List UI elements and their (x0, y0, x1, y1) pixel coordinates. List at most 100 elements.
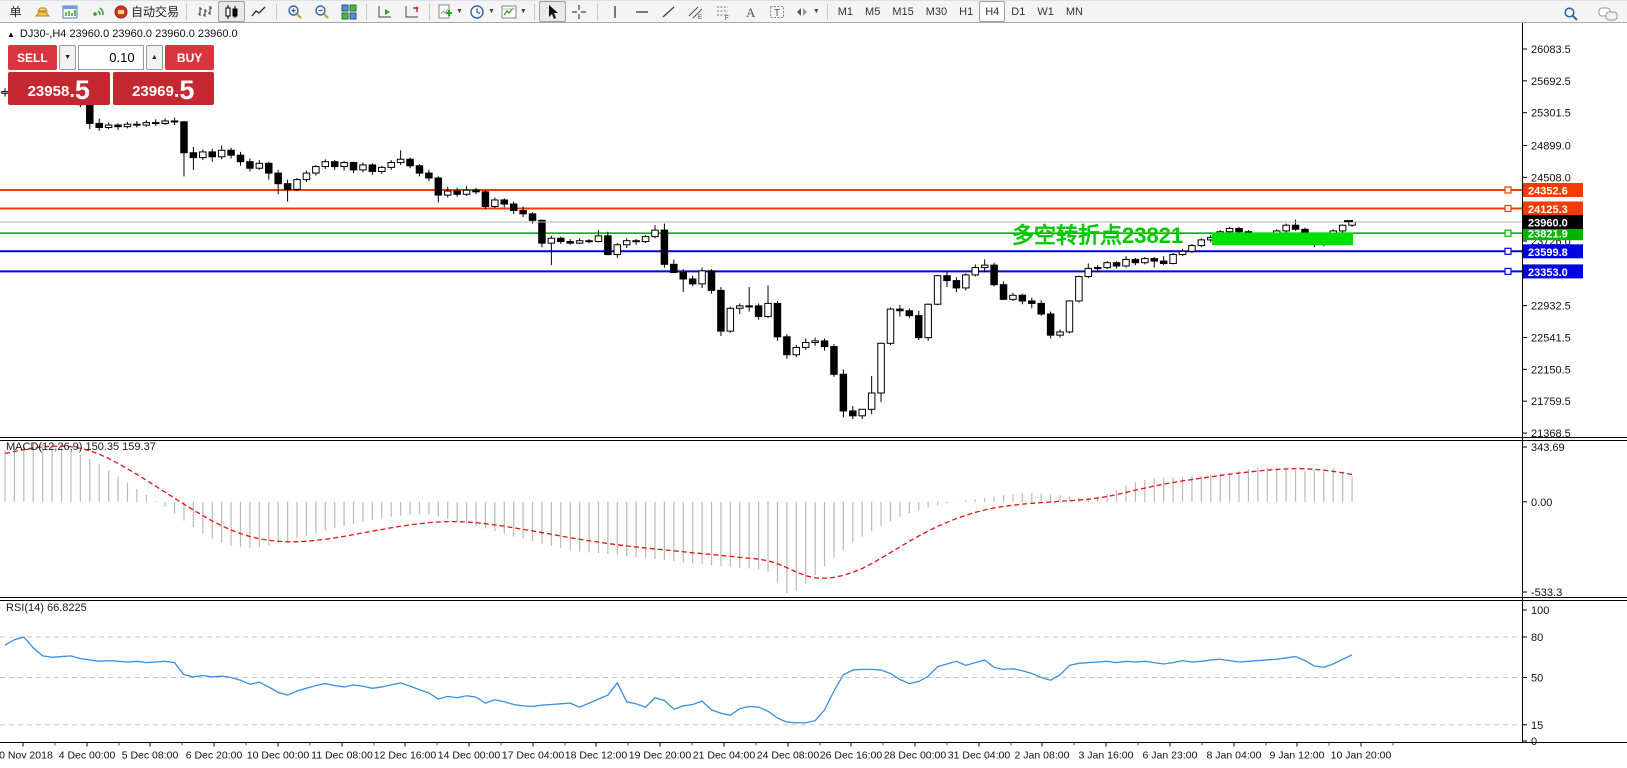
ask-price-box[interactable]: 23969 . 5 (112, 72, 214, 105)
candle-body (86, 104, 94, 124)
autoscroll-icon (377, 4, 393, 20)
periods-button[interactable]: ▼ (466, 1, 498, 22)
line-chart-button[interactable] (245, 1, 272, 22)
rsi-axis-label: 50 (1531, 673, 1543, 685)
line-handle[interactable] (1504, 247, 1512, 255)
timeframe-m15-button[interactable]: M15 (892, 5, 914, 18)
candle-body (943, 275, 951, 282)
candle-body (95, 122, 103, 128)
candle-body (293, 179, 301, 190)
search-button[interactable] (1557, 3, 1584, 24)
toolbar-separator (276, 3, 278, 20)
order-button-label: 单 (9, 5, 22, 19)
toolbar-separator (596, 3, 598, 20)
candle-body (378, 166, 386, 172)
chart-symbol-header: ▲ DJ30-,H4 23960.0 23960.0 23960.0 23960… (7, 28, 238, 40)
zoom-out-button[interactable] (308, 1, 335, 22)
candle-body (1141, 258, 1149, 264)
candle-body (1169, 254, 1177, 265)
symbol-ohlc-text: DJ30-,H4 23960.0 23960.0 23960.0 23960.0 (19, 28, 238, 40)
timeframe-d1-button[interactable]: D1 (1011, 5, 1026, 18)
trendline-button[interactable] (656, 1, 683, 22)
zoomin-icon (287, 4, 303, 20)
timeframe-h1-button[interactable]: H1 (959, 5, 974, 18)
candle-body (717, 289, 725, 332)
template-icon (501, 4, 517, 20)
line-handle[interactable] (1504, 229, 1512, 237)
line-handle[interactable] (1504, 267, 1512, 276)
collapse-panel-icon[interactable]: ▲ (7, 29, 15, 39)
candle-body (1112, 262, 1121, 267)
signal-button[interactable] (83, 1, 110, 22)
auto-scroll-button[interactable] (371, 1, 398, 22)
candle-body (867, 392, 876, 410)
volume-decrease-button[interactable]: ▼ (58, 45, 77, 70)
svg-text:A: A (746, 5, 756, 20)
bar-chart-button[interactable] (191, 1, 218, 22)
volume-input[interactable]: 0.10 (78, 45, 144, 70)
candle-body (274, 172, 282, 185)
svg-text:F: F (725, 16, 729, 20)
channel-icon: E (688, 4, 704, 20)
timeframe-w1-button[interactable]: W1 (1037, 5, 1054, 18)
autotrading-button-label: 自动交易 (131, 5, 180, 19)
labelT-icon: T (769, 4, 785, 20)
clock-icon (469, 4, 485, 20)
timeframe-mn-button[interactable]: MN (1065, 5, 1083, 18)
rsi-line (4, 636, 1353, 724)
candle-body (302, 172, 311, 181)
zoom-in-button[interactable] (281, 1, 308, 22)
candle-body (349, 162, 358, 171)
candle-body (820, 340, 829, 348)
candle-body (1009, 294, 1017, 300)
text-button[interactable]: A (737, 1, 764, 22)
time-axis-label: 30 Nov 2018 (0, 750, 53, 762)
candlestick-button[interactable] (218, 1, 246, 22)
price-axis-label: 25301.5 (1531, 108, 1571, 120)
line-handle[interactable] (1504, 186, 1512, 194)
timeframe-m1-button[interactable]: M1 (837, 5, 854, 18)
bid-price-box[interactable]: 23958 . 5 (8, 72, 110, 105)
signal-icon (89, 4, 105, 20)
annotation-text-object[interactable]: 多空转折点23821 (1012, 223, 1183, 248)
candle-body (321, 161, 330, 168)
crosshair-button[interactable] (566, 1, 593, 22)
candle-body (142, 122, 151, 126)
highlight-rectangle-object[interactable] (1212, 232, 1353, 246)
candle-body (604, 235, 612, 256)
candle-body (472, 189, 480, 193)
line-handle[interactable] (1504, 204, 1512, 213)
order-button[interactable]: 单 (2, 1, 29, 22)
label-button[interactable]: T (764, 1, 791, 22)
time-axis-label: 12 Dec 16:00 (374, 750, 437, 762)
indicators-button[interactable]: ▼ (434, 1, 466, 22)
fibonacci-button[interactable]: F (710, 1, 737, 22)
sell-button[interactable]: SELL (8, 45, 57, 70)
autotrading-button[interactable]: 自动交易 (110, 1, 182, 22)
volume-increase-button[interactable]: ▲ (145, 45, 164, 70)
candle-body (924, 303, 932, 339)
candle-body (811, 340, 819, 344)
candle-body (151, 122, 160, 125)
templates-button[interactable]: ▼ (498, 1, 530, 22)
vertical-line-button[interactable] (602, 1, 629, 22)
timeframe-m30-button[interactable]: M30 (925, 5, 948, 18)
candle-body (1103, 262, 1111, 269)
channel-button[interactable]: E (683, 1, 710, 22)
horizontal-line-button[interactable] (629, 1, 656, 22)
cursor-button[interactable] (538, 1, 566, 22)
tile-windows-button[interactable] (335, 1, 362, 22)
new-chart-button[interactable] (56, 1, 83, 22)
candle-body (679, 271, 687, 280)
candle-body (368, 164, 377, 172)
arrows-button[interactable]: ▼ (791, 1, 823, 22)
candle-body (415, 165, 424, 174)
timeframe-h4-button[interactable]: H4 (979, 1, 1006, 22)
gold-icon-button[interactable] (29, 1, 56, 22)
chart-shift-button[interactable] (398, 1, 425, 22)
timeframe-m5-button[interactable]: M5 (865, 5, 881, 18)
chat-button[interactable] (1594, 3, 1621, 24)
toolbar-separator (186, 3, 188, 20)
buy-button[interactable]: BUY (165, 45, 214, 70)
